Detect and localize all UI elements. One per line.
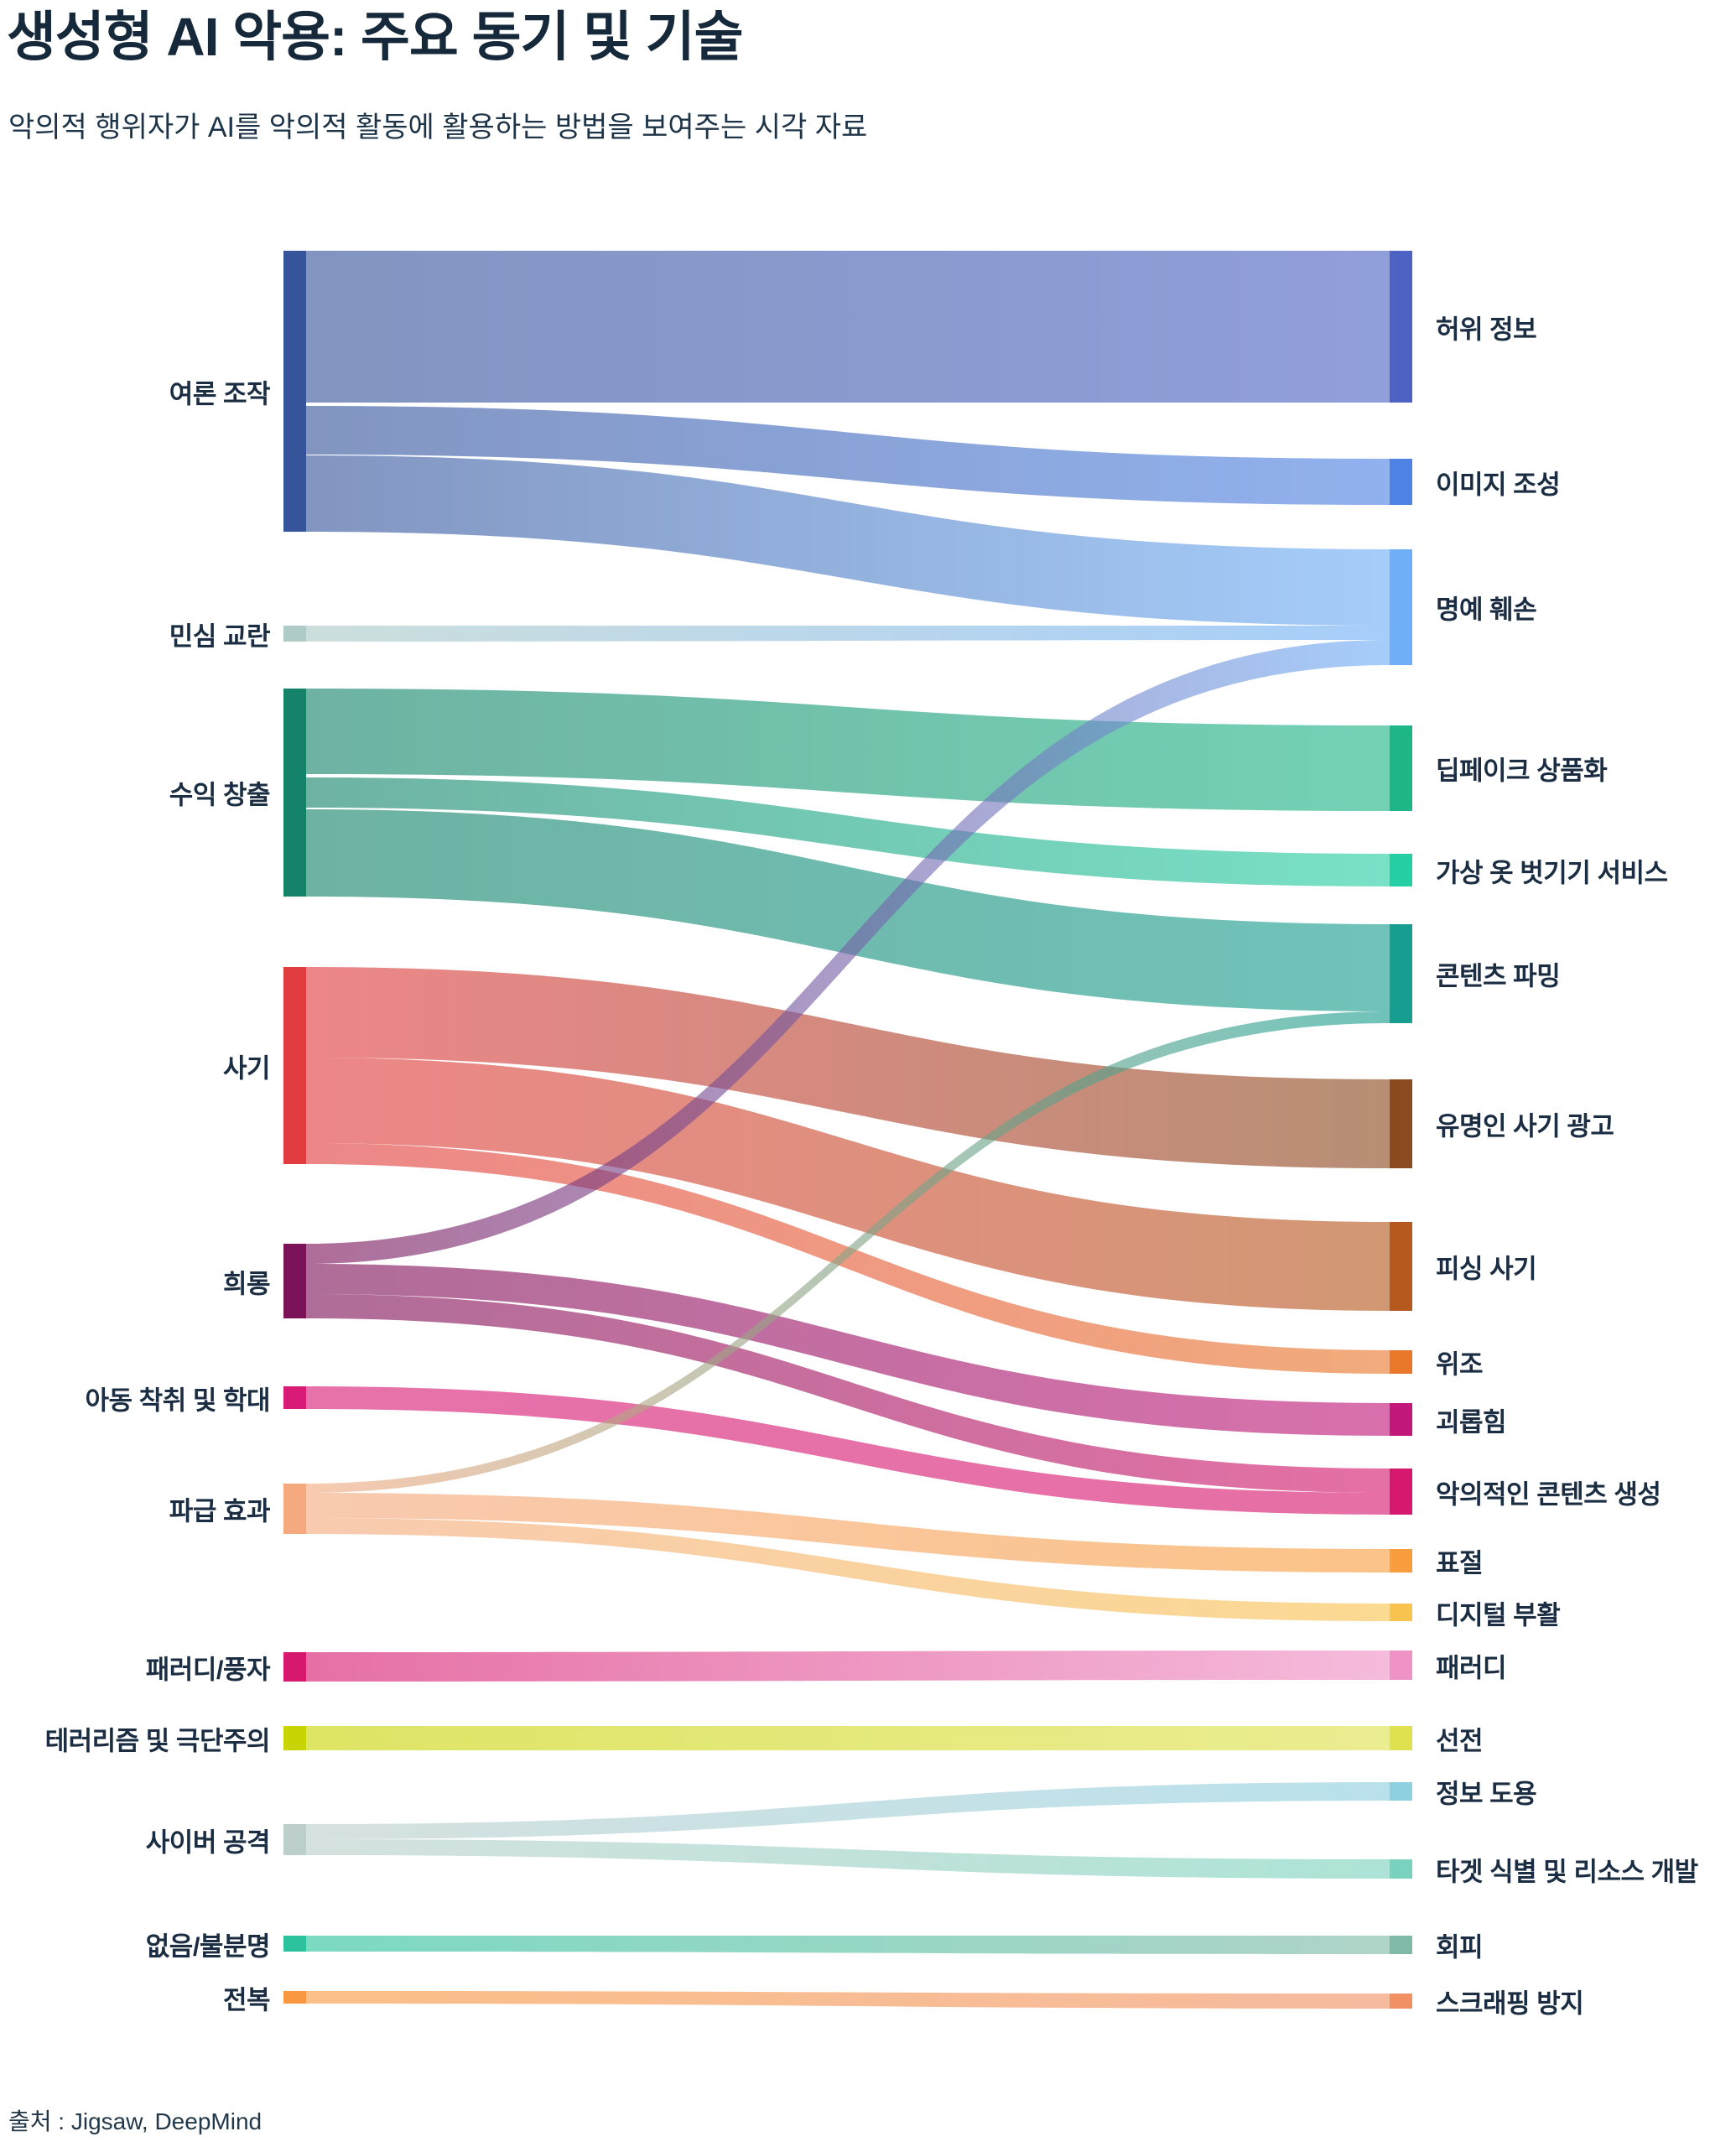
node-parody-satire (283, 1652, 306, 1682)
label-none-unclear: 없음/불분명 (145, 1931, 271, 1961)
node-anti-scraping (1390, 1994, 1412, 2009)
node-parody (1390, 1651, 1412, 1680)
node-evasion (1390, 1936, 1412, 1954)
link-cyberattack--information-theft (306, 1782, 1390, 1839)
node-opinion-manipulation (283, 251, 306, 532)
link-scam--counterfeit (306, 1143, 1390, 1374)
node-virtual-undressing-service (1390, 854, 1412, 886)
node-none-unclear (283, 1936, 306, 1952)
label-parody-satire: 패러디/풍자 (145, 1655, 271, 1684)
node-phishing-scam (1390, 1222, 1412, 1311)
node-subversion (283, 1991, 306, 2004)
page-subtitle: 악의적 행위자가 AI를 악의적 활동에 활용하는 방법을 보여주는 시각 자료 (8, 112, 868, 143)
node-information-theft (1390, 1782, 1412, 1801)
label-virtual-undressing-service: 가상 옷 벗기기 서비스 (1436, 858, 1668, 887)
node-terrorism-extremism (283, 1726, 306, 1750)
node-defamation (1390, 549, 1412, 665)
node-propaganda (1390, 1726, 1412, 1750)
label-terrorism-extremism: 테러리즘 및 극단주의 (44, 1726, 271, 1755)
label-defamation: 명예 훼손 (1436, 595, 1537, 625)
link-parody-satire--parody (306, 1651, 1390, 1682)
link-opinion-manipulation--defamation (306, 455, 1390, 626)
node-harassment (283, 1244, 306, 1318)
label-image-cultivation: 이미지 조성 (1436, 470, 1561, 499)
link-harassment--malicious-content-generation (306, 1294, 1390, 1493)
link-opinion-manipulation--image-cultivation (306, 406, 1390, 505)
link-sow-division--defamation (306, 626, 1390, 642)
link-harassment--defamation (306, 640, 1390, 1264)
label-celebrity-scam-ads: 유명인 사기 광고 (1436, 1111, 1614, 1141)
label-malicious-content-generation: 악의적인 콘텐츠 생성 (1436, 1479, 1661, 1509)
node-digital-resurrection (1390, 1604, 1412, 1621)
node-disinformation (1390, 251, 1412, 403)
node-bullying (1390, 1403, 1412, 1436)
label-harassment: 희롱 (222, 1269, 271, 1298)
label-phishing-scam: 피싱 사기 (1436, 1254, 1537, 1284)
label-digital-resurrection: 디지털 부활 (1436, 1600, 1561, 1630)
label-cyberattack: 사이버 공격 (145, 1827, 271, 1857)
link-scam--celebrity-scam-ads (306, 967, 1390, 1168)
label-deepfake-commodification: 딥페이크 상품화 (1436, 756, 1608, 786)
node-child-exploitation-abuse (283, 1386, 306, 1409)
label-propaganda: 선전 (1436, 1726, 1484, 1755)
link-scam--phishing-scam (306, 1058, 1390, 1311)
label-disinformation: 허위 정보 (1436, 315, 1537, 344)
label-subversion: 전복 (222, 1985, 271, 2014)
label-bullying: 괴롭힘 (1436, 1407, 1507, 1437)
node-malicious-content-generation (1390, 1469, 1412, 1515)
link-monetization--deepfake-commodification (306, 689, 1390, 811)
label-reach-amplification: 파급 효과 (169, 1496, 271, 1526)
node-monetization (283, 689, 306, 897)
label-monetization: 수익 창출 (169, 780, 271, 810)
node-celebrity-scam-ads (1390, 1079, 1412, 1168)
label-target-identification-resource-development: 타겟 식별 및 리소스 개발 (1436, 1857, 1698, 1886)
node-deepfake-commodification (1390, 725, 1412, 811)
node-image-cultivation (1390, 459, 1412, 505)
node-content-farming (1390, 924, 1412, 1023)
link-reach-amplification--digital-resurrection (306, 1518, 1390, 1621)
source-credit: 출처 : Jigsaw, DeepMind (8, 2108, 262, 2134)
node-reach-amplification (283, 1484, 306, 1534)
label-sow-division: 민심 교란 (169, 621, 271, 651)
link-reach-amplification--plagiarism (306, 1493, 1390, 1573)
node-plagiarism (1390, 1549, 1412, 1573)
link-monetization--content-farming (306, 809, 1390, 1011)
label-content-farming: 콘텐츠 파밍 (1436, 961, 1561, 991)
node-counterfeit (1390, 1350, 1412, 1374)
node-cyberattack (283, 1824, 306, 1855)
link-harassment--bullying (306, 1264, 1390, 1436)
link-cyberattack--target-identification-resource-development (306, 1839, 1390, 1879)
label-plagiarism: 표절 (1436, 1548, 1484, 1578)
link-opinion-manipulation--disinformation (306, 251, 1390, 403)
node-target-identification-resource-development (1390, 1859, 1412, 1879)
link-monetization--virtual-undressing-service (306, 777, 1390, 886)
page-title: 생성형 AI 악용: 주요 동기 및 기술 (7, 7, 744, 67)
label-anti-scraping: 스크래핑 방지 (1436, 1988, 1584, 2019)
label-opinion-manipulation: 여론 조작 (169, 379, 271, 408)
label-scam: 사기 (222, 1053, 271, 1083)
label-evasion: 회피 (1436, 1932, 1484, 1962)
link-child-exploitation-abuse--malicious-content-generation (306, 1386, 1390, 1515)
node-sow-division (283, 626, 306, 642)
label-child-exploitation-abuse: 아동 착취 및 학대 (85, 1385, 271, 1415)
label-information-theft: 정보 도용 (1436, 1779, 1537, 1809)
label-counterfeit: 위조 (1436, 1349, 1484, 1380)
link-none-unclear--evasion (306, 1936, 1390, 1954)
label-parody: 패러디 (1436, 1653, 1507, 1682)
link-subversion--anti-scraping (306, 1991, 1390, 2009)
link-reach-amplification--content-farming (306, 1011, 1390, 1493)
node-scam (283, 967, 306, 1164)
link-terrorism-extremism--propaganda (306, 1726, 1390, 1750)
